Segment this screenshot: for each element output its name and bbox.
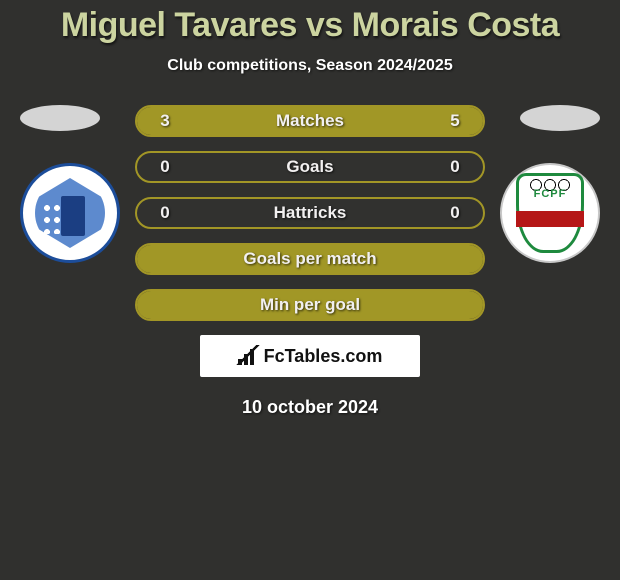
stat-row: Goals per match	[135, 243, 485, 275]
subtitle: Club competitions, Season 2024/2025	[0, 57, 620, 75]
branding-badge: FcTables.com	[200, 335, 420, 377]
stat-rows: 3Matches50Goals00Hattricks0Goals per mat…	[135, 105, 485, 321]
player-left-ellipse	[20, 105, 100, 131]
stat-value-right: 5	[427, 111, 483, 131]
snapshot-date: 10 october 2024	[0, 397, 620, 418]
stat-row: 0Goals0	[135, 151, 485, 183]
stat-label: Min per goal	[193, 295, 427, 315]
stat-value-left: 3	[137, 111, 193, 131]
club-crest-right: FCPF	[500, 163, 600, 263]
branding-text: FcTables.com	[264, 346, 383, 367]
chart-bars-icon	[238, 347, 258, 365]
stat-row: Min per goal	[135, 289, 485, 321]
page-title: Miguel Tavares vs Morais Costa	[0, 6, 620, 45]
stat-value-right: 0	[427, 157, 483, 177]
stat-label: Goals per match	[193, 249, 427, 269]
stat-value-left: 0	[137, 157, 193, 177]
stat-label: Goals	[193, 157, 427, 177]
stat-label: Hattricks	[193, 203, 427, 223]
stat-value-left: 0	[137, 203, 193, 223]
stat-value-right: 0	[427, 203, 483, 223]
stat-row: 3Matches5	[135, 105, 485, 137]
comparison-stage: FCPF 3Matches50Goals00Hattricks0Goals pe…	[0, 105, 620, 418]
stat-row: 0Hattricks0	[135, 197, 485, 229]
player-right-ellipse	[520, 105, 600, 131]
stat-label: Matches	[193, 111, 427, 131]
club-crest-left	[20, 163, 120, 263]
